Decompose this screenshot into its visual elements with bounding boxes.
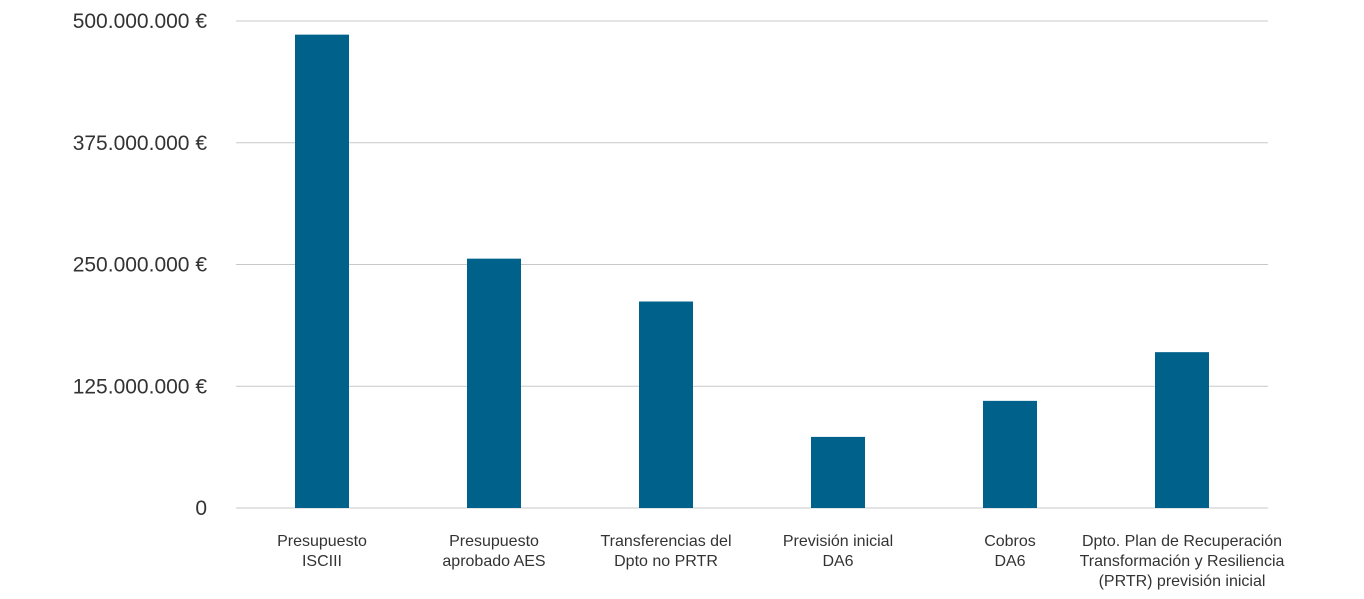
y-tick-label: 0 — [195, 497, 207, 520]
bar — [1155, 352, 1209, 508]
y-tick-label: 500.000.000 € — [73, 10, 208, 33]
bars — [295, 35, 1209, 508]
x-tick-label-line: aprobado AES — [442, 553, 545, 570]
y-tick-label: 375.000.000 € — [73, 132, 208, 155]
y-tick-label: 250.000.000 € — [73, 254, 208, 277]
bar — [639, 302, 693, 508]
x-tick-label-line: DA6 — [822, 553, 853, 570]
x-tick-label: Cobros DA6 — [984, 533, 1036, 570]
x-tick-label-line: Dpto no PRTR — [614, 553, 718, 570]
bar — [811, 437, 865, 508]
x-tick-label-line: Transformación y Resiliencia — [1080, 553, 1285, 570]
bar — [295, 35, 349, 508]
x-axis-tick-labels: Presupuesto ISCIII Presupuesto aprobado AES… — [277, 533, 1284, 590]
gridlines — [236, 21, 1268, 508]
y-axis-tick-labels: 0 125.000.000 € 250.000.000 € 375.000.000 €… — [73, 10, 208, 520]
x-tick-label: Transferencias del Dpto no PRTR — [600, 533, 731, 570]
x-tick-label-line: Presupuesto — [449, 533, 539, 550]
bar — [467, 259, 521, 508]
x-tick-label-line: ISCIII — [302, 553, 342, 570]
x-tick-label-line: (PRTR) previsión inicial — [1099, 573, 1266, 590]
x-tick-label-line: DA6 — [994, 553, 1025, 570]
bar — [983, 401, 1037, 508]
x-tick-label: Dpto. Plan de Recuperación Transformación… — [1080, 533, 1285, 590]
x-tick-label-line: Cobros — [984, 533, 1036, 550]
y-tick-label: 125.000.000 € — [73, 375, 208, 398]
x-tick-label-line: Transferencias del — [600, 533, 731, 550]
x-tick-label-line: Dpto. Plan de Recuperación — [1082, 533, 1282, 550]
x-tick-label: Previsión inicial DA6 — [783, 533, 893, 570]
x-tick-label-line: Previsión inicial — [783, 533, 893, 550]
x-tick-label-line: Presupuesto — [277, 533, 367, 550]
x-tick-label: Presupuesto ISCIII — [277, 533, 367, 570]
x-tick-label: Presupuesto aprobado AES — [442, 533, 545, 570]
